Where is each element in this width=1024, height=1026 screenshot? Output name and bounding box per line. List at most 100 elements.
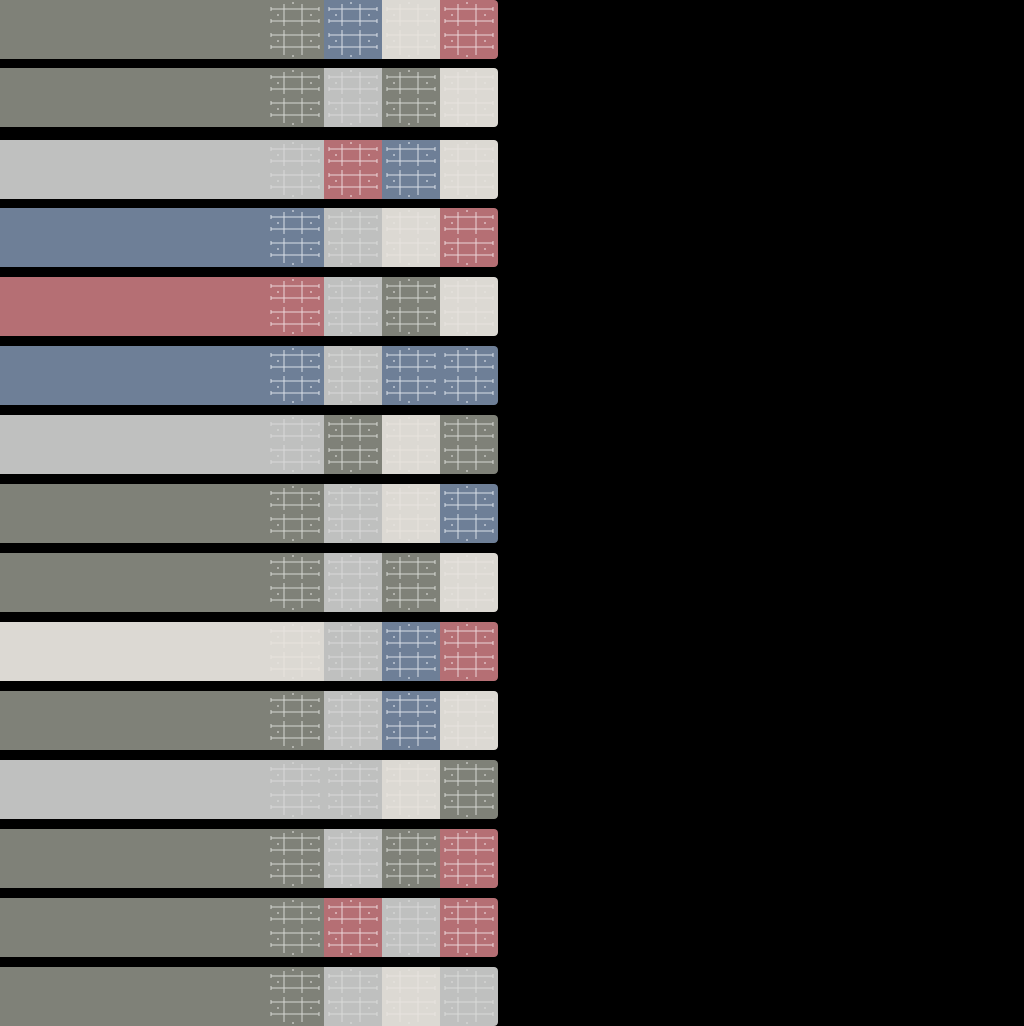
tile-pattern-icon: [386, 279, 436, 334]
board-tile[interactable]: [266, 622, 324, 681]
board-tile[interactable]: [266, 415, 324, 474]
board-tile[interactable]: [324, 898, 382, 957]
board-tile[interactable]: [324, 415, 382, 474]
board-tile[interactable]: [324, 691, 382, 750]
tile-pattern-icon: [444, 2, 494, 57]
tile-pattern-icon: [386, 555, 436, 610]
board-tile[interactable]: [440, 415, 498, 474]
board-tile[interactable]: [382, 760, 440, 819]
tile-pattern-icon: [328, 762, 378, 817]
tile-pattern-icon: [444, 142, 494, 197]
board-tile[interactable]: [382, 967, 440, 1026]
row-lead-bar: [0, 415, 266, 474]
tile-pattern-icon: [270, 70, 320, 125]
tile-pattern-icon: [328, 142, 378, 197]
board-tile[interactable]: [324, 346, 382, 405]
board-tile[interactable]: [440, 208, 498, 267]
row-lead-bar: [0, 484, 266, 543]
tile-pattern-icon: [444, 279, 494, 334]
board-tile[interactable]: [266, 346, 324, 405]
board-tile[interactable]: [324, 68, 382, 127]
board-tile[interactable]: [382, 622, 440, 681]
board-tile[interactable]: [382, 208, 440, 267]
board-tile[interactable]: [324, 622, 382, 681]
tile-pattern-icon: [444, 693, 494, 748]
tile-pattern-icon: [386, 969, 436, 1024]
board-tile[interactable]: [266, 208, 324, 267]
board-tile[interactable]: [440, 140, 498, 199]
board-tile[interactable]: [266, 277, 324, 336]
board-tile[interactable]: [266, 967, 324, 1026]
board-tile[interactable]: [440, 484, 498, 543]
tile-pattern-icon: [444, 210, 494, 265]
tile-pattern-icon: [328, 279, 378, 334]
board-tile[interactable]: [382, 346, 440, 405]
row-lead-bar: [0, 898, 266, 957]
tile-pattern-icon: [270, 762, 320, 817]
board-row: [0, 208, 498, 267]
board-tile[interactable]: [382, 277, 440, 336]
tile-pattern-icon: [270, 348, 320, 403]
board-row: [0, 277, 498, 336]
board-tile[interactable]: [324, 277, 382, 336]
board-tile[interactable]: [382, 553, 440, 612]
tile-pattern-icon: [386, 2, 436, 57]
board-tile[interactable]: [324, 0, 382, 59]
board-tile[interactable]: [440, 346, 498, 405]
board-row: [0, 898, 498, 957]
tile-pattern-icon: [386, 693, 436, 748]
board-tile[interactable]: [266, 829, 324, 888]
board-tile[interactable]: [266, 898, 324, 957]
board-tile[interactable]: [324, 967, 382, 1026]
tile-pattern-icon: [270, 142, 320, 197]
tile-pattern-icon: [386, 624, 436, 679]
board-tile[interactable]: [440, 622, 498, 681]
board-tile[interactable]: [324, 829, 382, 888]
board-tile[interactable]: [266, 553, 324, 612]
board-tile[interactable]: [266, 691, 324, 750]
tile-pattern-icon: [328, 900, 378, 955]
board-tile[interactable]: [382, 140, 440, 199]
board-tile[interactable]: [382, 415, 440, 474]
board-tile[interactable]: [266, 0, 324, 59]
board-tile[interactable]: [382, 829, 440, 888]
board-tile[interactable]: [324, 553, 382, 612]
tile-pattern-icon: [444, 762, 494, 817]
board-tile[interactable]: [440, 760, 498, 819]
board-tile[interactable]: [440, 829, 498, 888]
board-tile[interactable]: [266, 484, 324, 543]
tile-pattern-icon: [386, 70, 436, 125]
tile-pattern-icon: [444, 900, 494, 955]
board-tile[interactable]: [440, 898, 498, 957]
board-tile[interactable]: [440, 967, 498, 1026]
board-tile[interactable]: [440, 0, 498, 59]
row-lead-bar: [0, 208, 266, 267]
board-tile[interactable]: [324, 208, 382, 267]
board-tile[interactable]: [382, 898, 440, 957]
tile-pattern-icon: [270, 900, 320, 955]
tile-pattern-icon: [386, 762, 436, 817]
board-tile[interactable]: [266, 140, 324, 199]
row-lead-bar: [0, 277, 266, 336]
board-tile[interactable]: [266, 68, 324, 127]
tile-pattern-icon: [328, 2, 378, 57]
board-tile[interactable]: [324, 140, 382, 199]
board-tile[interactable]: [440, 691, 498, 750]
tile-pattern-icon: [270, 2, 320, 57]
board-tile[interactable]: [324, 760, 382, 819]
board-row: [0, 553, 498, 612]
row-lead-bar: [0, 0, 266, 59]
board-tile[interactable]: [440, 68, 498, 127]
board-tile[interactable]: [324, 484, 382, 543]
board-tile[interactable]: [440, 277, 498, 336]
tile-pattern-icon: [328, 969, 378, 1024]
board-tile[interactable]: [440, 553, 498, 612]
board-tile[interactable]: [382, 0, 440, 59]
board-tile[interactable]: [382, 691, 440, 750]
board-tile[interactable]: [266, 760, 324, 819]
tile-pattern-icon: [270, 831, 320, 886]
tile-pattern-icon: [270, 555, 320, 610]
board-row: [0, 829, 498, 888]
board-tile[interactable]: [382, 68, 440, 127]
board-tile[interactable]: [382, 484, 440, 543]
